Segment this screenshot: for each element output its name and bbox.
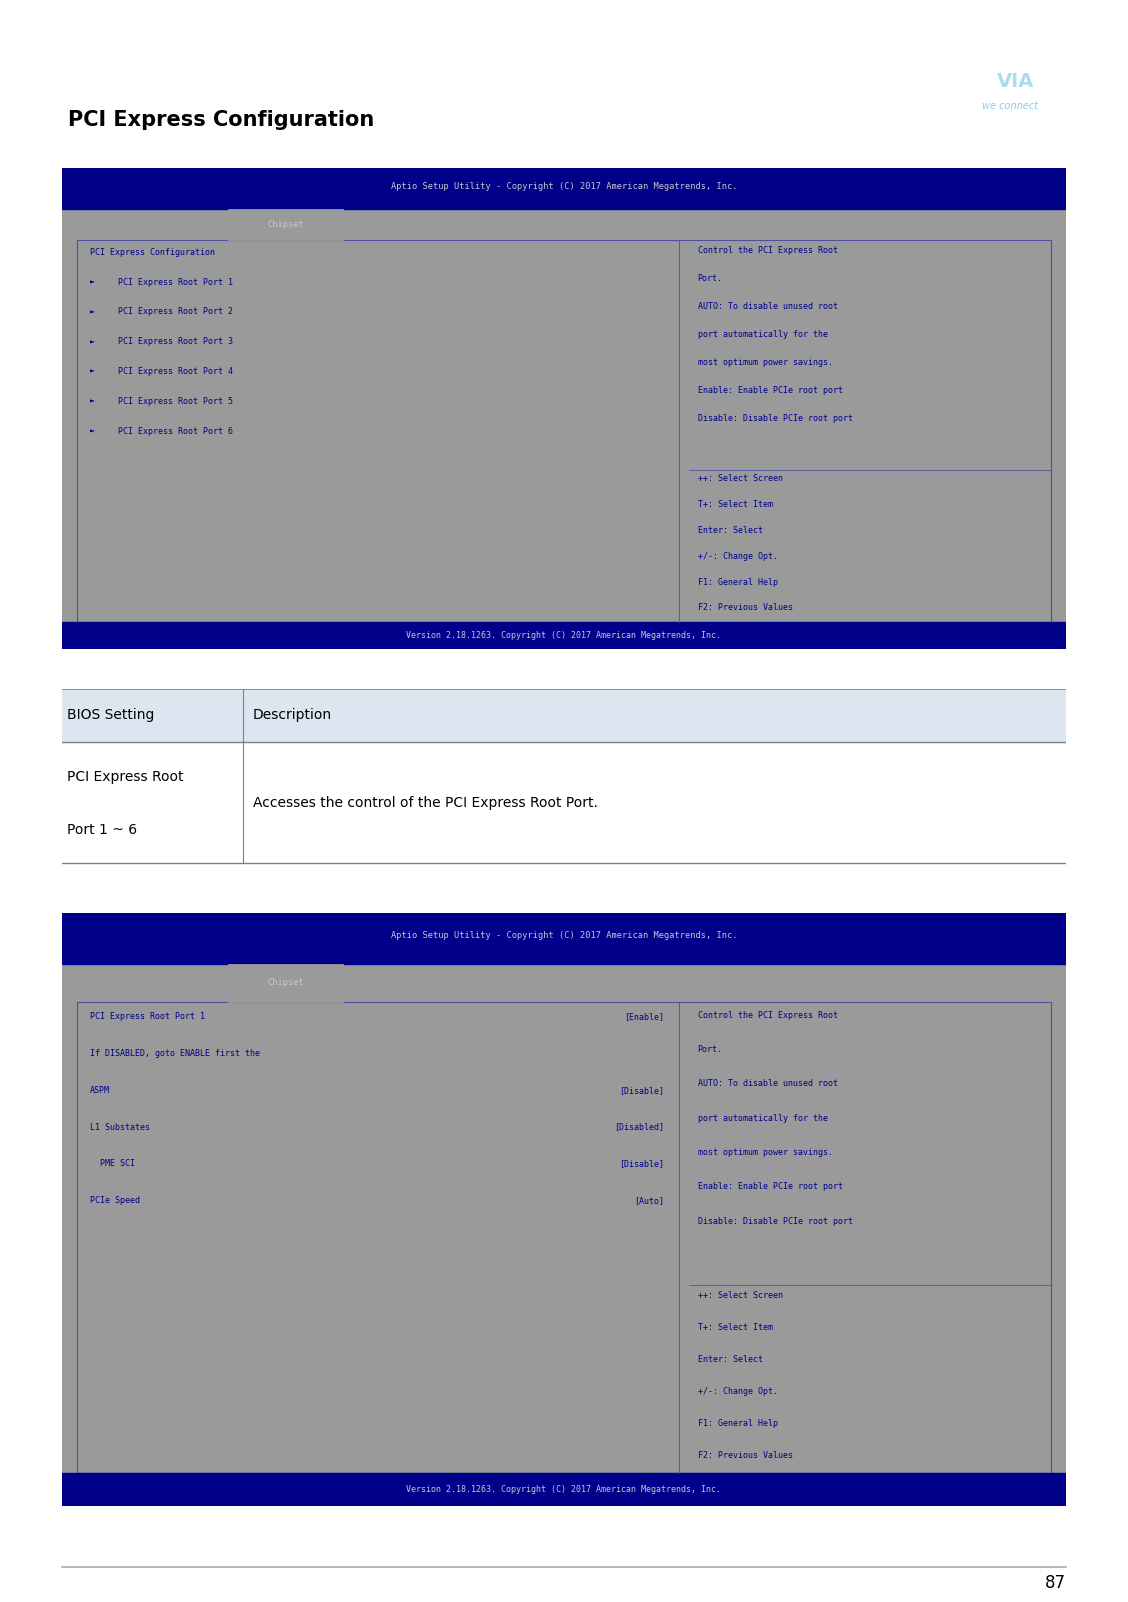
Text: ►: ► <box>90 308 95 317</box>
Bar <box>77 240 1051 623</box>
Text: [Enable]: [Enable] <box>625 1012 664 1022</box>
Text: we connect: we connect <box>981 101 1038 111</box>
Text: T+: Select Item: T+: Select Item <box>697 500 773 509</box>
Text: PCI Express Configuration: PCI Express Configuration <box>68 111 373 130</box>
Text: ►: ► <box>90 367 95 376</box>
Text: port automatically for the: port automatically for the <box>697 1113 828 1123</box>
Text: Accesses the control of the PCI Express Root Port.: Accesses the control of the PCI Express … <box>253 796 598 811</box>
Bar <box>77 1003 1051 1474</box>
Bar <box>228 208 343 240</box>
Text: Aptio Setup Utility - Copyright (C) 2017 American Megatrends, Inc.: Aptio Setup Utility - Copyright (C) 2017… <box>390 183 738 191</box>
Text: Aptio Setup Utility - Copyright (C) 2017 American Megatrends, Inc.: Aptio Setup Utility - Copyright (C) 2017… <box>390 931 738 940</box>
Text: PCI Express Configuration: PCI Express Configuration <box>90 248 215 256</box>
Text: port automatically for the: port automatically for the <box>697 330 828 340</box>
Text: PCI Express Root Port 2: PCI Express Root Port 2 <box>118 308 233 317</box>
Text: Version 2.18.1263. Copyright (C) 2017 American Megatrends, Inc.: Version 2.18.1263. Copyright (C) 2017 Am… <box>406 631 722 641</box>
Text: [Disable]: [Disable] <box>619 1086 664 1094</box>
Text: PME SCI: PME SCI <box>90 1160 135 1168</box>
Text: most optimum power savings.: most optimum power savings. <box>697 1149 832 1157</box>
Text: ►: ► <box>90 277 95 287</box>
Bar <box>62 1474 1066 1506</box>
Text: ►: ► <box>90 397 95 405</box>
Text: AUTO: To disable unused root: AUTO: To disable unused root <box>697 303 837 311</box>
Bar <box>62 623 1066 649</box>
Text: Version 2.18.1263. Copyright (C) 2017 American Megatrends, Inc.: Version 2.18.1263. Copyright (C) 2017 Am… <box>406 1485 722 1495</box>
Text: Description: Description <box>253 708 332 723</box>
Text: Enable: Enable PCIe root port: Enable: Enable PCIe root port <box>697 386 843 394</box>
Text: VIA: VIA <box>996 72 1034 91</box>
Text: PCIe Speed: PCIe Speed <box>90 1197 140 1205</box>
Text: Disable: Disable PCIe root port: Disable: Disable PCIe root port <box>697 1218 853 1226</box>
Text: Chipset: Chipset <box>267 219 303 229</box>
Text: ++: Select Screen: ++: Select Screen <box>697 474 783 482</box>
Bar <box>62 913 1066 963</box>
Text: ++: Select Screen: ++: Select Screen <box>697 1291 783 1299</box>
Bar <box>62 689 1066 742</box>
Text: Chipset: Chipset <box>267 979 303 987</box>
Bar <box>62 168 1066 210</box>
Text: Disable: Disable PCIe root port: Disable: Disable PCIe root port <box>697 413 853 423</box>
Text: PCI Express Root Port 5: PCI Express Root Port 5 <box>118 397 233 405</box>
Text: Control the PCI Express Root: Control the PCI Express Root <box>697 247 837 255</box>
Text: PCI Express Root Port 1: PCI Express Root Port 1 <box>90 1012 205 1022</box>
Text: Enable: Enable PCIe root port: Enable: Enable PCIe root port <box>697 1182 843 1192</box>
Text: PCI Express Root: PCI Express Root <box>67 771 184 783</box>
Text: F1: General Help: F1: General Help <box>697 577 777 586</box>
Text: [Auto]: [Auto] <box>634 1197 664 1205</box>
Text: PCI Express Root Port 6: PCI Express Root Port 6 <box>118 426 233 436</box>
Text: Enter: Select: Enter: Select <box>697 1355 763 1363</box>
Text: [Disable]: [Disable] <box>619 1160 664 1168</box>
Text: PCI Express Root Port 3: PCI Express Root Port 3 <box>118 336 233 346</box>
Text: F2: Previous Values: F2: Previous Values <box>697 1451 793 1459</box>
Text: Enter: Select: Enter: Select <box>697 525 763 535</box>
Text: [Disabled]: [Disabled] <box>615 1123 664 1131</box>
Text: Port 1 ~ 6: Port 1 ~ 6 <box>67 823 138 836</box>
Text: ASPM: ASPM <box>90 1086 111 1094</box>
Text: PCI Express Root Port 4: PCI Express Root Port 4 <box>118 367 233 376</box>
Text: 87: 87 <box>1045 1573 1066 1592</box>
Text: If DISABLED, goto ENABLE first the: If DISABLED, goto ENABLE first the <box>90 1049 261 1057</box>
Text: F1: General Help: F1: General Help <box>697 1419 777 1427</box>
Text: Port.: Port. <box>697 274 723 284</box>
Text: PCI Express Root Port 1: PCI Express Root Port 1 <box>118 277 233 287</box>
Text: Control the PCI Express Root: Control the PCI Express Root <box>697 1011 837 1019</box>
Text: ►: ► <box>90 426 95 436</box>
Text: L1 Substates: L1 Substates <box>90 1123 150 1131</box>
Text: +/-: Change Opt.: +/-: Change Opt. <box>697 1387 777 1395</box>
Text: F2: Previous Values: F2: Previous Values <box>697 604 793 612</box>
Text: AUTO: To disable unused root: AUTO: To disable unused root <box>697 1080 837 1088</box>
Text: ►: ► <box>90 336 95 346</box>
Text: Port.: Port. <box>697 1045 723 1054</box>
Text: BIOS Setting: BIOS Setting <box>67 708 155 723</box>
Text: T+: Select Item: T+: Select Item <box>697 1323 773 1331</box>
Bar <box>228 963 343 1003</box>
Text: most optimum power savings.: most optimum power savings. <box>697 357 832 367</box>
Text: +/-: Change Opt.: +/-: Change Opt. <box>697 551 777 561</box>
